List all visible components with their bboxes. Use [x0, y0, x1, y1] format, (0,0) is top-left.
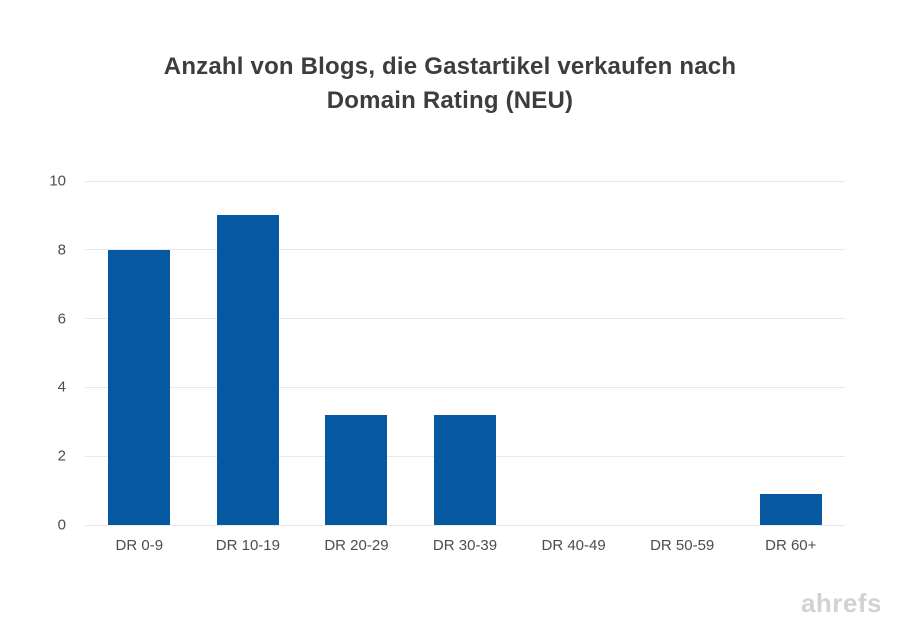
gridline: [85, 318, 845, 320]
bar-slot: [411, 181, 520, 525]
gridline: [85, 386, 845, 388]
bar: [434, 414, 497, 525]
x-tick-label: DR 0-9: [115, 537, 164, 554]
x-tick-label: DR 20-29: [324, 537, 389, 554]
y-tick-label: 2: [57, 447, 66, 465]
chart-title: Anzahl von Blogs, die Gastartikel verkau…: [0, 0, 900, 118]
y-tick-label: 8: [57, 241, 66, 259]
bar-chart: 0 2 4 6 8 10 DR 0-9 DR 10-19 DR 20-29 DR 30-39 DR…: [49, 174, 845, 554]
x-tick-label: DR 60+: [765, 537, 817, 554]
gridline: [85, 249, 845, 251]
gridline: [85, 524, 845, 526]
bar-slot: [736, 181, 845, 525]
bar-slot: [194, 181, 303, 525]
x-tick-label: DR 50-59: [650, 537, 715, 554]
x-tick-label: DR 10-19: [215, 537, 280, 554]
ahrefs-logo: ahrefs: [800, 588, 882, 618]
bar-slot: [85, 181, 194, 525]
x-tick-label: DR 30-39: [432, 537, 498, 554]
bar: [759, 494, 822, 525]
plot-area: 0 2 4 6 8 10: [49, 174, 845, 533]
y-tick-label: 4: [57, 378, 66, 396]
bar: [216, 215, 279, 525]
bars-container: [85, 181, 845, 525]
y-tick-label: 0: [57, 516, 66, 534]
bar-slot: [628, 181, 737, 525]
y-tick-label: 10: [49, 172, 66, 190]
bar: [108, 249, 171, 525]
chart-title-line1: Anzahl von Blogs, die Gastartikel verkau…: [163, 53, 737, 80]
y-tick-label: 6: [57, 310, 66, 328]
bar-slot: [302, 181, 411, 525]
x-tick-label: DR 40-49: [541, 537, 606, 554]
gridline: [85, 180, 845, 182]
x-axis: DR 0-9 DR 10-19 DR 20-29 DR 30-39 DR 40-49 DR…: [85, 537, 845, 554]
chart-title-line2: Domain Rating (NEU): [326, 87, 574, 114]
bar-slot: [519, 181, 628, 525]
bar: [325, 414, 388, 525]
